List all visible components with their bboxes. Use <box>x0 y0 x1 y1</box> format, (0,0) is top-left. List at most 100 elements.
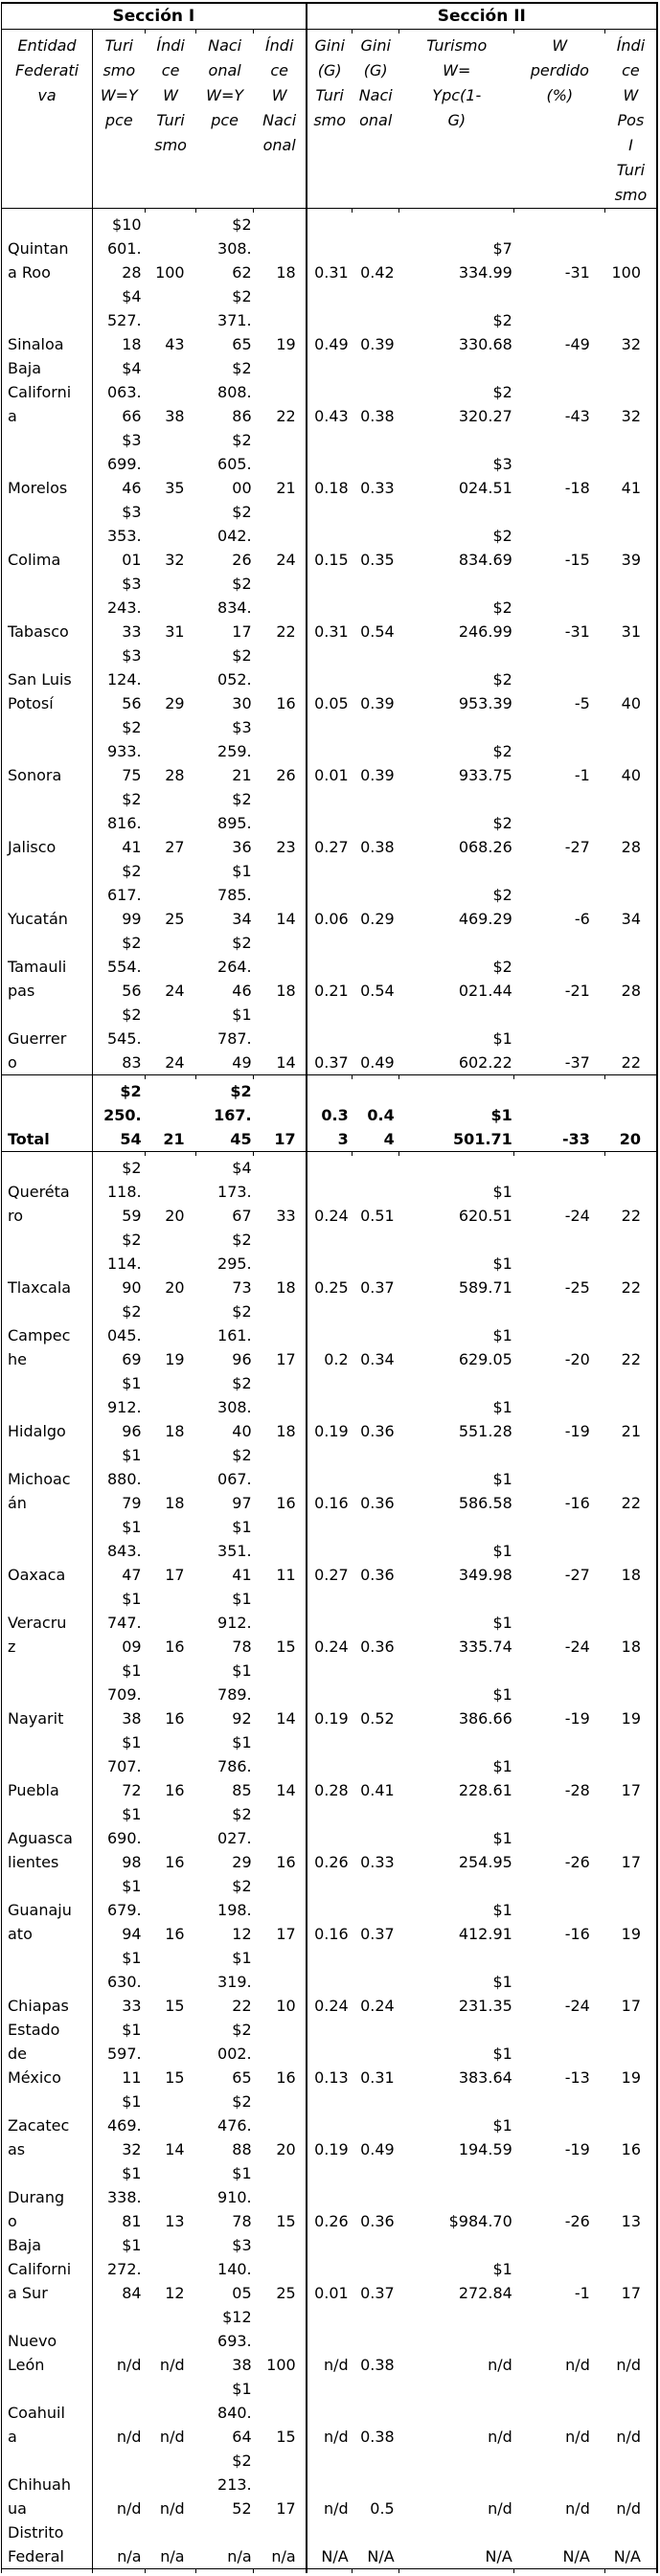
table-cell: $3 353. 01 <box>106 503 142 569</box>
table-cell: $1 386.66 <box>458 1685 512 1728</box>
table-row: Tlaxcala $2 114. 90 20 $2 295. 73 18 0.25 0.37… <box>1 1228 658 1299</box>
table-cell: $1 789. 92 <box>217 1661 252 1728</box>
table-cell: $2 045. 69 <box>106 1302 142 1368</box>
table-cell: -28 <box>564 1781 590 1799</box>
table-cell: n/a <box>160 2547 185 2565</box>
row-label: Tamauli pas <box>1 931 94 1003</box>
table-row: Coahuil a n/d n/d $1 840. 64 15 n/d 0.38 n/d n/d… <box>1 2377 658 2449</box>
table-row: Quintan a Roo $10 601. 28 100 $2 308. 62 18 0… <box>1 213 658 284</box>
table-cell: 0.37 <box>360 2284 395 2302</box>
table-cell: -13 <box>564 2068 590 2087</box>
table-cell: $1 338. 81 <box>106 2164 142 2230</box>
table-cell: $2 295. 73 <box>217 1231 252 1297</box>
table-cell: 0.24 <box>360 1997 395 2015</box>
table-cell: $2 250. 54 <box>103 1082 142 1148</box>
row-label: Chiapas <box>1 1946 94 2018</box>
table-cell: $3 259. 21 <box>217 718 252 784</box>
table-cell: 0.31 <box>360 2068 395 2087</box>
table-cell: 22 <box>621 1350 641 1368</box>
table-cell: 24 <box>253 500 307 572</box>
table-cell: $2 308. 62 <box>217 215 252 282</box>
table-cell: 43 <box>165 335 185 353</box>
table-cell: 0.49 <box>314 335 349 353</box>
row-label: Distrito Federal <box>1 2520 94 2569</box>
table-cell: 22 <box>621 1278 641 1297</box>
separator-line <box>1 208 657 213</box>
table-cell: -24 <box>564 1638 590 1656</box>
table-cell: 19 <box>621 1925 641 1943</box>
table-cell: $2 246.99 <box>458 599 512 641</box>
table-row: Nayarit $1 709. 38 16 $1 789. 92 14 0.19 0.52 $… <box>1 1659 658 1730</box>
table-cell: 0.26 <box>314 2212 349 2230</box>
table-cell: 0.37 <box>360 1925 395 1943</box>
table-cell: 17 <box>621 1997 641 2015</box>
table-cell: n/a <box>227 2547 252 2565</box>
row-label: Campec he <box>1 1299 94 1371</box>
separator-line <box>1 1151 657 1156</box>
table-cell: 14 <box>165 2140 185 2158</box>
table-cell: -1 <box>574 2284 590 2302</box>
table-cell: 16 <box>253 1443 307 1515</box>
table-cell: $2 320.27 <box>458 383 512 425</box>
row-label: Michoac án <box>1 1443 94 1515</box>
table-cell: $1 629.05 <box>458 1326 512 1368</box>
table-cell: n/d <box>565 2428 590 2446</box>
table-cell: 17 <box>253 2449 307 2520</box>
table-cell: $2 308. 40 <box>217 1374 252 1440</box>
table-cell: 0.38 <box>360 2428 395 2446</box>
table-cell: 22 <box>621 1494 641 1512</box>
table-cell: n/d <box>324 2499 349 2518</box>
table-cell: $2 042. 26 <box>217 503 252 569</box>
table-cell: 0.36 <box>360 1422 395 1440</box>
table-cell: 0.13 <box>314 2068 349 2087</box>
table-cell: $2 605. 00 <box>217 431 252 497</box>
table-cell: 16 <box>165 1781 185 1799</box>
table-cell: $2 554. 56 <box>106 934 142 1000</box>
table-cell: $2 002. 65 <box>217 2021 252 2087</box>
table-cell: 0.39 <box>360 335 395 353</box>
table-cell: $2 213. 52 <box>217 2452 252 2518</box>
table-cell: 0.34 <box>360 1350 395 1368</box>
table-cell: 31 <box>621 622 641 641</box>
col-header-turismo-wypce: Turi smo W=Y pce <box>100 36 138 129</box>
table-cell: 0.54 <box>360 622 395 641</box>
table-cell: $3 243. 33 <box>106 575 142 641</box>
table-cell: 17 <box>621 1781 641 1799</box>
table-cell: $4 063. 66 <box>106 359 142 425</box>
row-label: Nuevo León <box>1 2305 94 2377</box>
table-cell: 15 <box>253 2161 307 2233</box>
table-cell: 0.28 <box>314 1781 349 1799</box>
table-cell: 0.01 <box>314 2284 349 2302</box>
table-cell: 0.49 <box>360 1053 395 1072</box>
table-row: Guerrer o $2 545. 83 24 $1 787. 49 14 0.37 0.4… <box>1 1003 658 1075</box>
table-cell: 23 <box>253 787 307 859</box>
table-cell: -16 <box>564 1494 590 1512</box>
table-cell: $2 933. 75 <box>106 718 142 784</box>
table-cell: 32 <box>621 407 641 425</box>
row-label: Sonora <box>1 715 94 787</box>
table-cell: -21 <box>564 982 590 1000</box>
table-row: Baja Californi a Sur $1 272. 84 12 $3 140. … <box>1 2233 658 2305</box>
table-cell: $1 843. 47 <box>106 1518 142 1584</box>
table-cell: -37 <box>564 1053 590 1072</box>
table-row: Tabasco $3 243. 33 31 $2 834. 17 22 0.31 0.54 $… <box>1 572 658 644</box>
table-cell: 22 <box>253 356 307 428</box>
table-cell: $1 194.59 <box>458 2116 512 2158</box>
row-label: Sinaloa <box>1 284 94 356</box>
table-cell: -16 <box>564 1925 590 1943</box>
section-2-title: Sección II <box>437 7 526 26</box>
table-cell: n/d <box>488 2428 512 2446</box>
table-cell: -20 <box>564 1350 590 1368</box>
table-cell: $1 319. 22 <box>217 1949 252 2015</box>
table-cell: 20 <box>165 1207 185 1225</box>
table-cell: n/d <box>116 2356 142 2374</box>
table-cell: 33 <box>253 1156 307 1228</box>
table-cell: 0.19 <box>314 2140 349 2158</box>
table-cell: N/A <box>367 2547 395 2565</box>
table-cell: $2 021.44 <box>458 958 512 1000</box>
table-cell: $7 334.99 <box>458 239 512 282</box>
table-cell: 20 <box>619 1130 641 1148</box>
table-cell: 0.38 <box>360 838 395 856</box>
table-cell: 100 <box>253 2305 307 2377</box>
table-cell: $1 412.91 <box>458 1901 512 1943</box>
